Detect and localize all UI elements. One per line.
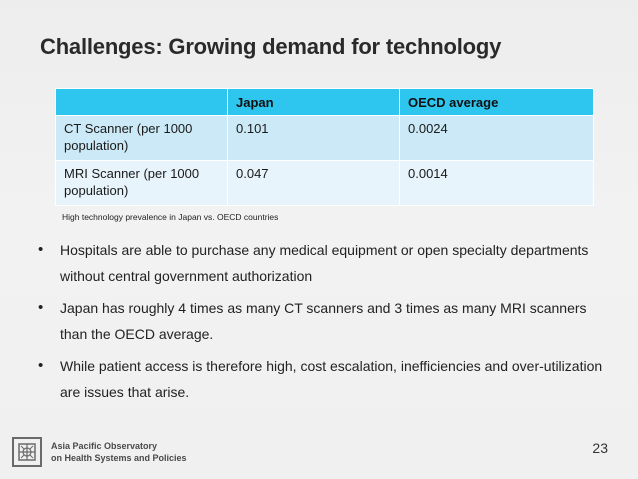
bullet-item: While patient access is therefore high, … bbox=[38, 353, 608, 405]
ornament-icon bbox=[12, 437, 42, 467]
table-cell: 0.0014 bbox=[399, 159, 594, 206]
bullet-item: Hospitals are able to purchase any medic… bbox=[38, 237, 608, 289]
table-cell: 0.101 bbox=[227, 115, 400, 161]
table-row: CT Scanner (per 1000 population) 0.101 0… bbox=[55, 115, 594, 161]
table-row: MRI Scanner (per 1000 population) 0.047 … bbox=[55, 159, 594, 206]
table-header-cell: OECD average bbox=[399, 88, 594, 116]
logo-text: Asia Pacific Observatory on Health Syste… bbox=[51, 440, 187, 464]
table-header-cell: Japan bbox=[227, 88, 400, 116]
logo-line: on Health Systems and Policies bbox=[51, 453, 187, 463]
table-header-cell bbox=[55, 88, 228, 116]
page-number: 23 bbox=[592, 440, 608, 456]
logo-line: Asia Pacific Observatory bbox=[51, 441, 158, 451]
table-caption: High technology prevalence in Japan vs. … bbox=[62, 212, 279, 222]
table-header-row: Japan OECD average bbox=[55, 88, 594, 116]
bullet-list: Hospitals are able to purchase any medic… bbox=[38, 237, 608, 411]
table-cell: MRI Scanner (per 1000 population) bbox=[55, 159, 228, 206]
table-cell: 0.047 bbox=[227, 159, 400, 206]
bullet-item: Japan has roughly 4 times as many CT sca… bbox=[38, 295, 608, 347]
slide-title: Challenges: Growing demand for technolog… bbox=[40, 34, 502, 59]
organization-logo: Asia Pacific Observatory on Health Syste… bbox=[12, 437, 187, 467]
table-cell: 0.0024 bbox=[399, 115, 594, 161]
comparison-table: Japan OECD average CT Scanner (per 1000 … bbox=[55, 88, 594, 206]
table-cell: CT Scanner (per 1000 population) bbox=[55, 115, 228, 161]
